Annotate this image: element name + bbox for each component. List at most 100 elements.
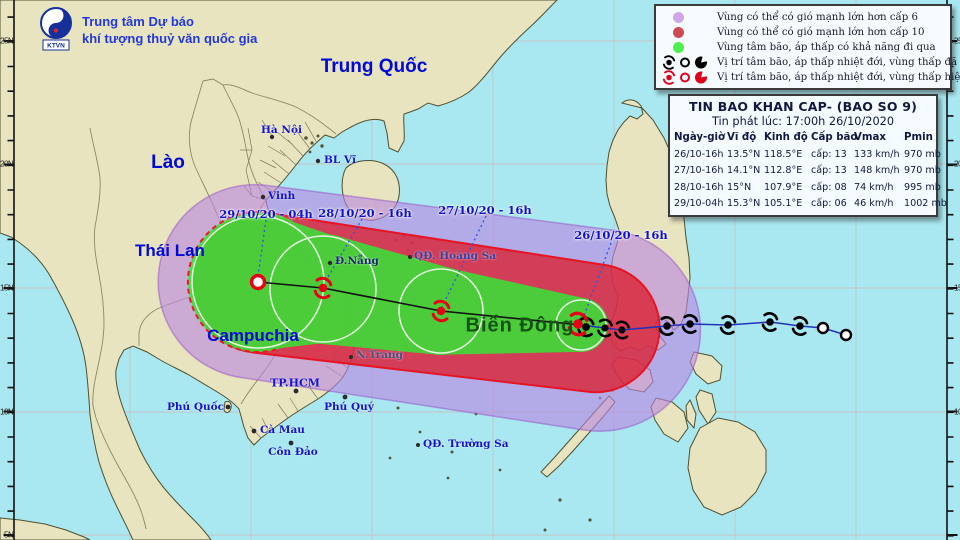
city-label-hanoi: Hà Nội: [261, 124, 302, 136]
cell: cấp: 13: [811, 165, 847, 176]
cell: 29/10-04h: [674, 198, 724, 209]
city-label-bl-vi: BL Vĩ: [324, 154, 357, 166]
bulletin-row: 28/10-16h 15°N 107.9°E cấp: 08 74 km/h 9…: [674, 181, 941, 195]
col-header: Pmin: [904, 132, 933, 143]
cell: cấp: 08: [811, 181, 847, 193]
agency-logo: KTVN: [40, 7, 72, 51]
agency-name-line2: khí tượng thuỷ văn quốc gia: [82, 30, 258, 46]
lat-label-10n: 10N: [0, 407, 14, 417]
cell: 46 km/h: [854, 198, 894, 209]
cebu: [685, 398, 697, 430]
lat-label-20n-right: 20N: [954, 159, 960, 169]
city-label-tphcm: TP.HCM: [270, 376, 320, 390]
cell: 107.9°E: [764, 181, 803, 193]
cell: 105.1°E: [764, 198, 803, 209]
region-label-laos: Lào: [151, 152, 185, 173]
city-label-camau: Cà Mau: [260, 424, 305, 436]
cat6-area-swatch: [673, 12, 684, 23]
cell: 13.5°N: [727, 148, 761, 160]
col-header: Ngày-giờ: [674, 132, 726, 143]
legend-label: Vùng tâm bão, áp thấp có khả năng đi qua: [717, 42, 936, 53]
legend-label: Vị trí tâm bão, áp thấp nhiệt đới, vùng …: [717, 72, 960, 83]
bulletin-header-row: Ngày-giờ Vĩ độ Kinh độ Cấp bão Vmax Pmin: [674, 131, 933, 145]
region-label-china: Trung Quốc: [320, 56, 428, 77]
legend-panel: Vùng có thể có gió mạnh lớn hơn cấp 6 Vù…: [654, 4, 960, 90]
legend-row-center: Vùng tâm bão, áp thấp có khả năng đi qua: [661, 40, 945, 55]
cell: 26/10-16h: [674, 148, 724, 160]
track-date-label-26: 26/10/20 - 16h: [574, 228, 668, 242]
legend-row-cat6: Vùng có thể có gió mạnh lớn hơn cấp 6: [661, 10, 945, 25]
past-symbols-swatch: [662, 55, 708, 70]
bulletin-panel: TIN BAO KHAN CAP- (BAO SO 9) Tin phát lú…: [668, 94, 947, 217]
bulletin-row: 29/10-04h 15.3°N 105.1°E cấp: 06 46 km/h…: [674, 197, 947, 211]
city-label-vinh: Vinh: [268, 190, 296, 202]
center-area-swatch: [673, 42, 684, 53]
cell: 995 mb: [904, 181, 941, 193]
forecast-low-29-icon: [249, 273, 267, 291]
cell: 133 km/h: [854, 148, 900, 160]
col-header: Vĩ độ: [727, 132, 757, 143]
forecast-symbols-swatch: [662, 70, 708, 85]
lat-label-15n: 15N: [0, 283, 14, 293]
legend-row-past: Vị trí tâm bão, áp thấp nhiệt đới, vùng …: [661, 55, 960, 70]
sea-label-bien-dong: Biển Đông: [465, 314, 575, 337]
cat10-dashed-boundary: [187, 211, 277, 353]
legend-row-forecast: Vị trí tâm bão, áp thấp nhiệt đới, vùng …: [661, 70, 960, 85]
lat-label-20n: 20N: [0, 159, 14, 169]
cell: 27/10-16h: [674, 165, 724, 176]
agency-header: KTVN Trung tâm Dự báo khí tượng thuỷ văn…: [38, 6, 257, 52]
city-dots: [225, 134, 420, 447]
latitude-axes: [3, 0, 958, 540]
cell: 28/10-16h: [674, 181, 724, 193]
cell: 970 mb: [904, 165, 941, 176]
legend-label: Vùng có thể có gió mạnh lớn hơn cấp 10: [717, 27, 925, 38]
cell: 1002 mb: [904, 198, 947, 209]
lat-label-15n-right: 15N: [954, 283, 960, 293]
city-label-nhatrang: N.Trang: [356, 349, 403, 361]
sumatra-tip: [0, 517, 91, 540]
cell: 14.1°N: [727, 165, 761, 176]
region-label-thailand: Thái Lan: [135, 241, 205, 260]
past-storm-symbols: [597, 312, 853, 342]
city-label-danang: Đ.Nẵng: [335, 255, 379, 267]
forecast-radius-circles: [191, 215, 607, 354]
col-header: Cấp bão: [811, 132, 858, 143]
bulletin-row: 27/10-16h 14.1°N 112.8°E cấp: 13 148 km/…: [674, 164, 941, 178]
logo-acronym: KTVN: [47, 43, 65, 50]
cell: cấp: 13: [811, 148, 847, 160]
mindanao: [687, 417, 767, 516]
agency-name-line1: Trung tâm Dự báo: [82, 14, 194, 29]
legend-label: Vùng có thể có gió mạnh lớn hơn cấp 6: [717, 12, 919, 23]
city-label-phuquy: Phú Quý: [324, 401, 374, 413]
cell: 148 km/h: [854, 165, 900, 176]
lat-label-10n-right: 10N: [954, 407, 960, 417]
region-label-cambodia: Campuchia: [207, 326, 299, 345]
col-header: Kinh độ: [764, 132, 808, 143]
cell: cấp: 06: [811, 198, 847, 209]
island-label-hoangsa: QĐ. Hoàng Sa: [414, 250, 497, 262]
cell: 15.3°N: [727, 198, 761, 209]
forecast-track-line: [257, 281, 582, 326]
bulletin-title: TIN BAO KHAN CAP- (BAO SO 9): [688, 99, 918, 114]
cat10-area-swatch: [673, 27, 684, 38]
track-date-label-28: 28/10/20 - 16h: [318, 206, 412, 220]
cell: 74 km/h: [854, 181, 894, 193]
bulletin-row: 26/10-16h 13.5°N 118.5°E cấp: 13 133 km/…: [674, 148, 941, 162]
island-label-truongsa: QĐ. Trường Sa: [423, 438, 509, 450]
city-label-phuquoc: Phú Quốc: [167, 401, 224, 413]
track-date-label-27: 27/10/20 - 16h: [438, 203, 532, 217]
label-connector-lines: [257, 215, 612, 322]
cell: 112.8°E: [764, 165, 803, 176]
cell: 970 mb: [904, 148, 941, 160]
city-label-condao: Côn Đảo: [268, 446, 318, 458]
forecast-storm-symbols: [249, 273, 595, 338]
col-header: Vmax: [854, 132, 886, 143]
lat-label-5n: 5N: [4, 530, 14, 540]
track-date-label-29: 29/10/20 - 04h: [219, 207, 313, 221]
past-track-line: [580, 321, 847, 336]
cell: 118.5°E: [764, 148, 803, 160]
legend-label: Vị trí tâm bão, áp thấp nhiệt đới, vùng …: [717, 57, 960, 68]
legend-row-cat10: Vùng có thể có gió mạnh lớn hơn cấp 10: [661, 25, 945, 40]
